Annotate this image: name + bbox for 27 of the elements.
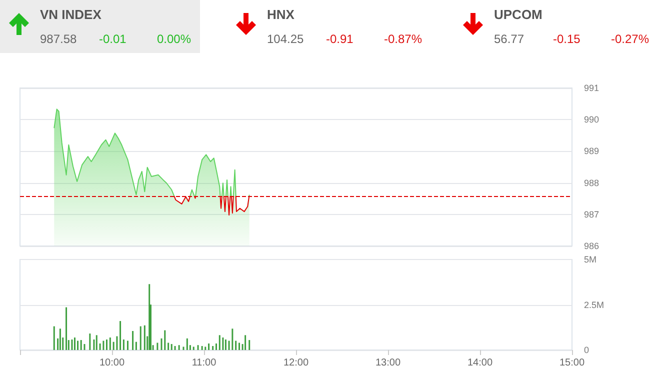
x-tick-label: 14:00 — [467, 358, 493, 368]
text: -0.27% — [611, 32, 650, 46]
x-tick-label: 10:00 — [99, 358, 125, 368]
y-tick-label: 986 — [584, 241, 600, 251]
x-tick-label: 11:00 — [192, 358, 217, 368]
text: -0.87% — [384, 32, 422, 46]
text: 0.00% — [157, 32, 192, 46]
text: -0.15 — [553, 32, 580, 46]
y-tick-label: 0 — [584, 345, 590, 355]
x-tick-label: 12:00 — [283, 358, 309, 368]
text: -0.01 — [99, 32, 126, 46]
y-tick-label: 2.5M — [584, 300, 604, 310]
text: 104.25 — [267, 32, 304, 46]
text: HNX — [267, 7, 294, 22]
y-tick-label: 988 — [584, 178, 600, 188]
text: -0.91 — [326, 32, 354, 46]
x-tick-label: 13:00 — [375, 358, 401, 368]
y-tick-label: 990 — [584, 114, 600, 125]
y-tick-label: 987 — [584, 209, 600, 220]
text: VN INDEX — [40, 7, 102, 22]
text: UPCOM — [494, 7, 542, 22]
y-tick-label: 5M — [584, 254, 597, 264]
text: 987.58 — [40, 32, 77, 46]
text: 56.77 — [494, 32, 524, 46]
x-tick-label: 15:00 — [559, 358, 585, 368]
y-tick-label: 991 — [584, 83, 600, 93]
y-tick-label: 989 — [584, 146, 600, 156]
